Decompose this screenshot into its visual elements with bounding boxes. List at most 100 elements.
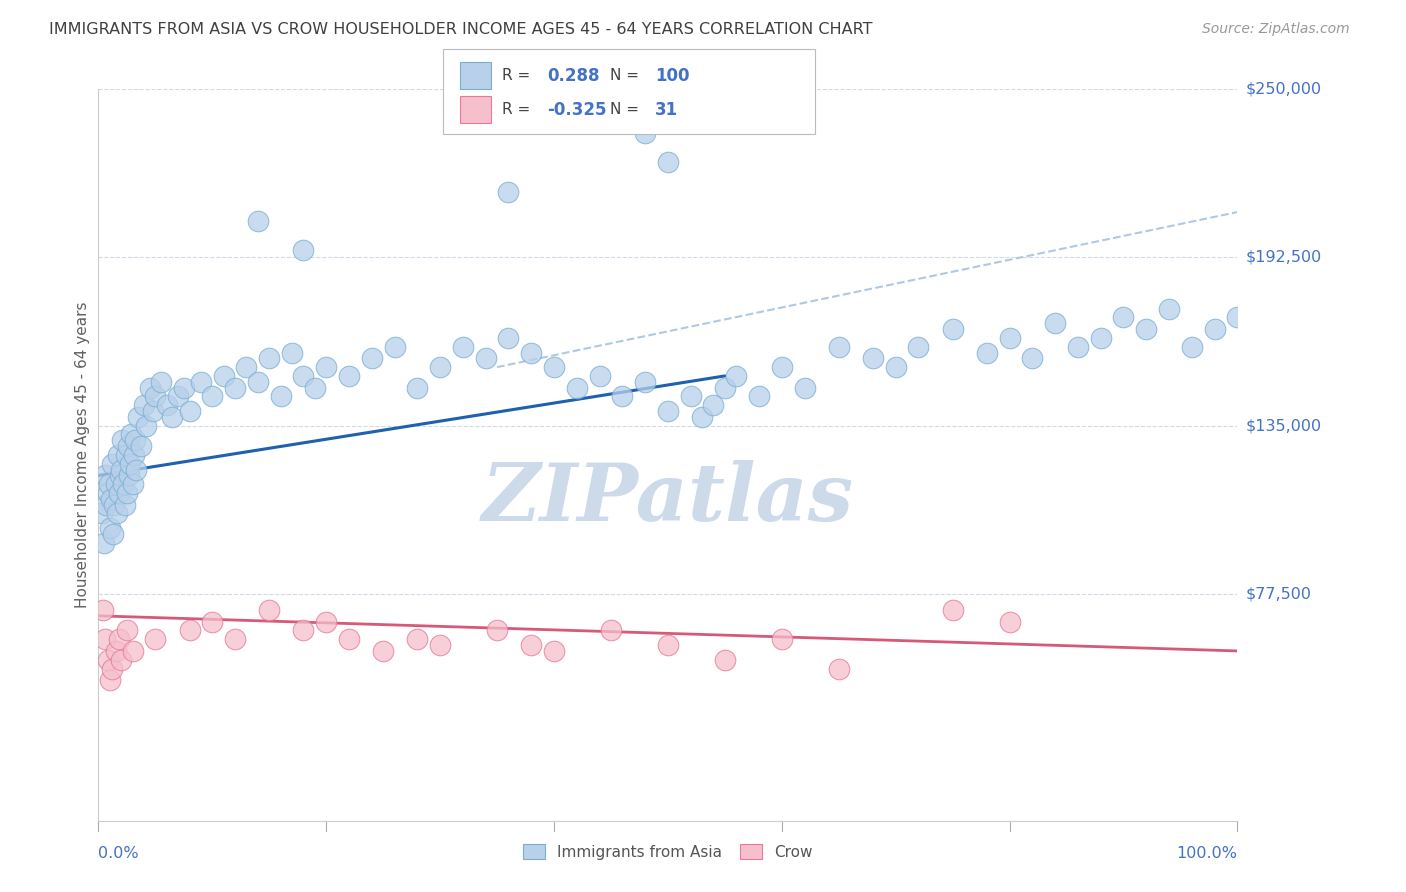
Point: [600, 624, 623, 638]
Point: [1181, 340, 1204, 354]
Point: [714, 381, 737, 395]
Point: [315, 615, 337, 629]
Point: [337, 632, 360, 647]
Point: [101, 457, 124, 471]
Point: [429, 638, 451, 652]
Point: [690, 409, 713, 424]
Text: $250,000: $250,000: [1246, 82, 1322, 96]
Point: [108, 468, 131, 483]
Point: [1135, 322, 1157, 336]
Point: [145, 632, 167, 647]
Point: [702, 398, 724, 412]
Point: [110, 653, 132, 667]
Point: [162, 409, 184, 424]
Point: [104, 644, 127, 658]
Point: [942, 603, 965, 617]
Point: [474, 351, 496, 366]
Point: [142, 404, 165, 418]
Text: IMMIGRANTS FROM ASIA VS CROW HOUSEHOLDER INCOME AGES 45 - 64 YEARS CORRELATION C: IMMIGRANTS FROM ASIA VS CROW HOUSEHOLDER…: [49, 22, 873, 37]
Point: [132, 398, 155, 412]
Point: [114, 498, 136, 512]
Point: [657, 404, 679, 418]
Point: [97, 477, 120, 491]
Point: [292, 368, 315, 383]
Point: [543, 644, 565, 658]
Y-axis label: Householder Income Ages 45 - 64 years: Householder Income Ages 45 - 64 years: [75, 301, 90, 608]
Point: [96, 498, 118, 512]
Point: [451, 340, 474, 354]
Point: [942, 322, 965, 336]
Point: [179, 404, 201, 418]
Point: [103, 498, 125, 512]
Point: [486, 624, 509, 638]
Point: [770, 632, 793, 647]
Point: [384, 340, 406, 354]
Point: [112, 477, 135, 491]
Point: [120, 457, 142, 471]
Point: [121, 477, 143, 491]
Point: [127, 409, 149, 424]
Point: [115, 624, 138, 638]
Point: [976, 345, 998, 359]
Point: [315, 360, 337, 375]
Point: [1090, 331, 1112, 345]
Text: N =: N =: [610, 69, 640, 83]
Point: [98, 521, 121, 535]
Point: [862, 351, 884, 366]
Point: [429, 360, 451, 375]
Point: [145, 389, 167, 403]
Text: R =: R =: [502, 69, 530, 83]
Point: [101, 661, 124, 675]
Point: [406, 381, 429, 395]
Point: [612, 389, 634, 403]
Point: [125, 462, 148, 476]
Point: [543, 360, 565, 375]
Point: [828, 340, 851, 354]
Point: [748, 389, 770, 403]
Point: [246, 375, 269, 389]
Point: [725, 368, 748, 383]
Point: [96, 486, 118, 500]
Point: [292, 624, 315, 638]
Point: [406, 632, 429, 647]
Legend: Immigrants from Asia, Crow: Immigrants from Asia, Crow: [519, 839, 817, 864]
Point: [118, 468, 141, 483]
Point: [270, 389, 292, 403]
Point: [105, 507, 128, 521]
Point: [91, 603, 114, 617]
Point: [150, 375, 173, 389]
Text: -0.325: -0.325: [547, 101, 606, 119]
Point: [224, 381, 246, 395]
Point: [714, 653, 737, 667]
Point: [498, 331, 520, 345]
Point: [793, 381, 815, 395]
Point: [828, 661, 851, 675]
Point: [108, 486, 131, 500]
Text: N =: N =: [610, 103, 640, 117]
Point: [94, 468, 117, 483]
Point: [259, 351, 281, 366]
Text: Source: ZipAtlas.com: Source: ZipAtlas.com: [1202, 22, 1350, 37]
Point: [337, 368, 360, 383]
Point: [104, 477, 127, 491]
Point: [120, 427, 142, 442]
Point: [117, 439, 139, 453]
Point: [107, 448, 129, 462]
Point: [634, 375, 657, 389]
Point: [110, 462, 132, 476]
Point: [657, 638, 679, 652]
Point: [1204, 322, 1226, 336]
Point: [498, 185, 520, 199]
Point: [520, 345, 543, 359]
Point: [679, 389, 702, 403]
Point: [135, 418, 157, 433]
Point: [122, 448, 145, 462]
Point: [201, 615, 224, 629]
Text: 0.0%: 0.0%: [98, 847, 139, 862]
Point: [100, 491, 122, 506]
Point: [1067, 340, 1090, 354]
Point: [565, 381, 588, 395]
Text: $77,500: $77,500: [1246, 586, 1312, 601]
Point: [167, 389, 190, 403]
Text: 100: 100: [655, 67, 690, 85]
